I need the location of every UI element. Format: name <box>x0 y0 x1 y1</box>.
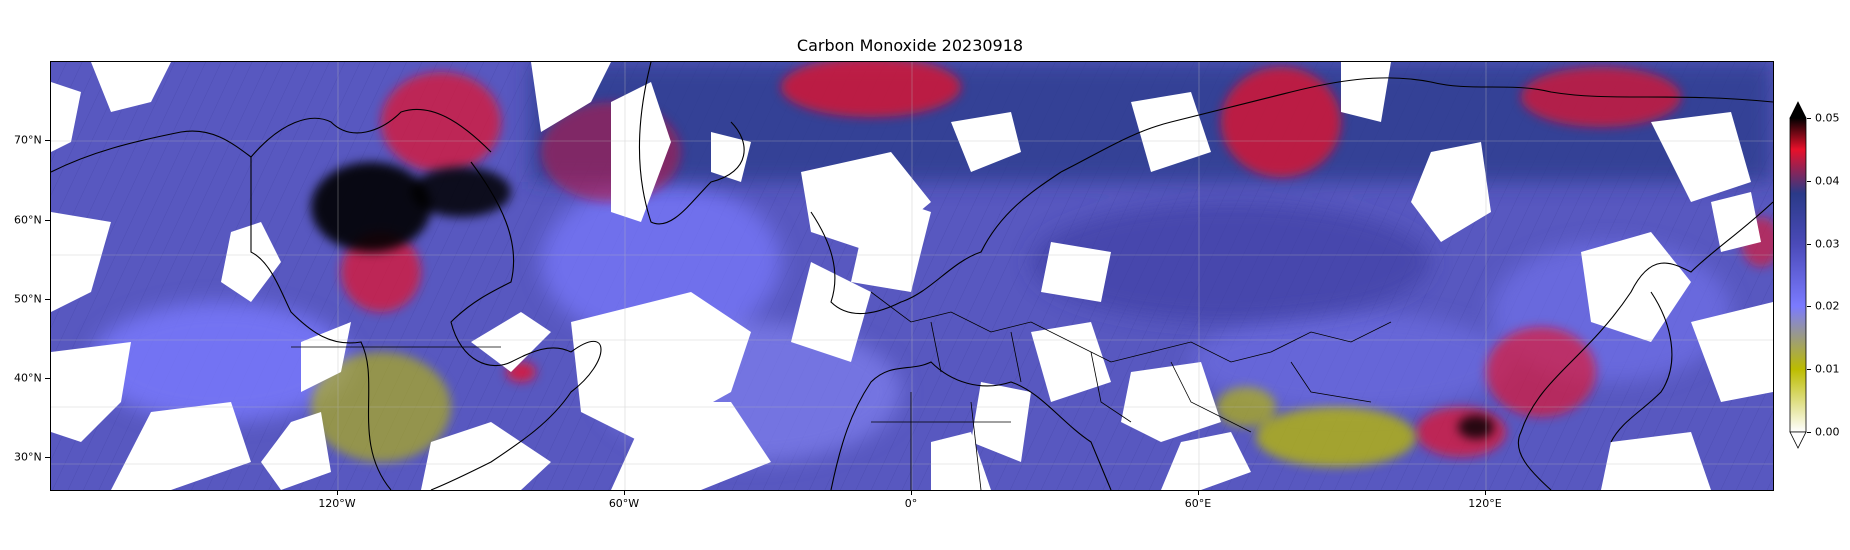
map-title: Carbon Monoxide 20230918 <box>796 36 1024 55</box>
colorbar-tick-mark <box>1807 306 1811 308</box>
x-tick-label: 60°W <box>608 497 640 510</box>
x-tick-label: 120°W <box>318 497 356 510</box>
x-tick-label: 0° <box>904 497 918 510</box>
y-tick-mark <box>45 457 50 459</box>
colorbar-gradient <box>1789 117 1807 433</box>
y-tick-mark <box>45 378 50 380</box>
colorbar-extend-max <box>1789 101 1807 119</box>
x-tick-label: 60°E <box>1184 497 1212 510</box>
x-tick-label: 120°E <box>1468 497 1502 510</box>
y-tick-mark <box>45 298 50 300</box>
y-tick-label: 60°N <box>14 213 42 227</box>
y-tick-label: 70°N <box>14 133 42 147</box>
map-plot-area[interactable] <box>50 61 1774 491</box>
colorbar-tick-mark <box>1807 432 1811 433</box>
coastlines <box>51 62 1773 490</box>
y-tick-mark <box>45 140 50 142</box>
very-high-co-regions <box>311 162 1494 439</box>
x-tick-mark <box>337 490 338 495</box>
colorbar-extend-min <box>1789 431 1807 449</box>
colorbar-tick-label: 0.04 <box>1815 174 1840 188</box>
colorbar-tick-mark <box>1807 180 1811 182</box>
country-borders <box>250 157 1392 490</box>
y-tick-label: 40°N <box>14 371 42 385</box>
y-tick-mark <box>45 219 50 221</box>
colorbar-tick-label: 0.00 <box>1815 425 1840 439</box>
map-gridlines <box>51 62 1773 490</box>
colorbar-tick-label: 0.03 <box>1815 237 1840 251</box>
co-concentration-field <box>51 62 1773 490</box>
missing-data-gaps <box>51 62 1773 490</box>
colorbar-tick-mark <box>1807 369 1811 371</box>
y-tick-label: 30°N <box>14 450 42 464</box>
colorbar-tick-mark <box>1807 118 1811 119</box>
high-co-regions <box>341 62 1773 457</box>
x-tick-mark <box>911 490 912 495</box>
colorbar-tick-label: 0.01 <box>1815 362 1840 376</box>
colorbar-tick-label: 0.02 <box>1815 299 1840 313</box>
colorbar-tick-mark <box>1807 243 1811 245</box>
x-tick-mark <box>1198 490 1199 495</box>
colorbar <box>1789 101 1807 449</box>
colorbar-tick-label: 0.05 <box>1815 111 1840 125</box>
x-tick-mark <box>624 490 625 495</box>
x-tick-mark <box>1485 490 1486 495</box>
y-tick-label: 50°N <box>14 292 42 306</box>
